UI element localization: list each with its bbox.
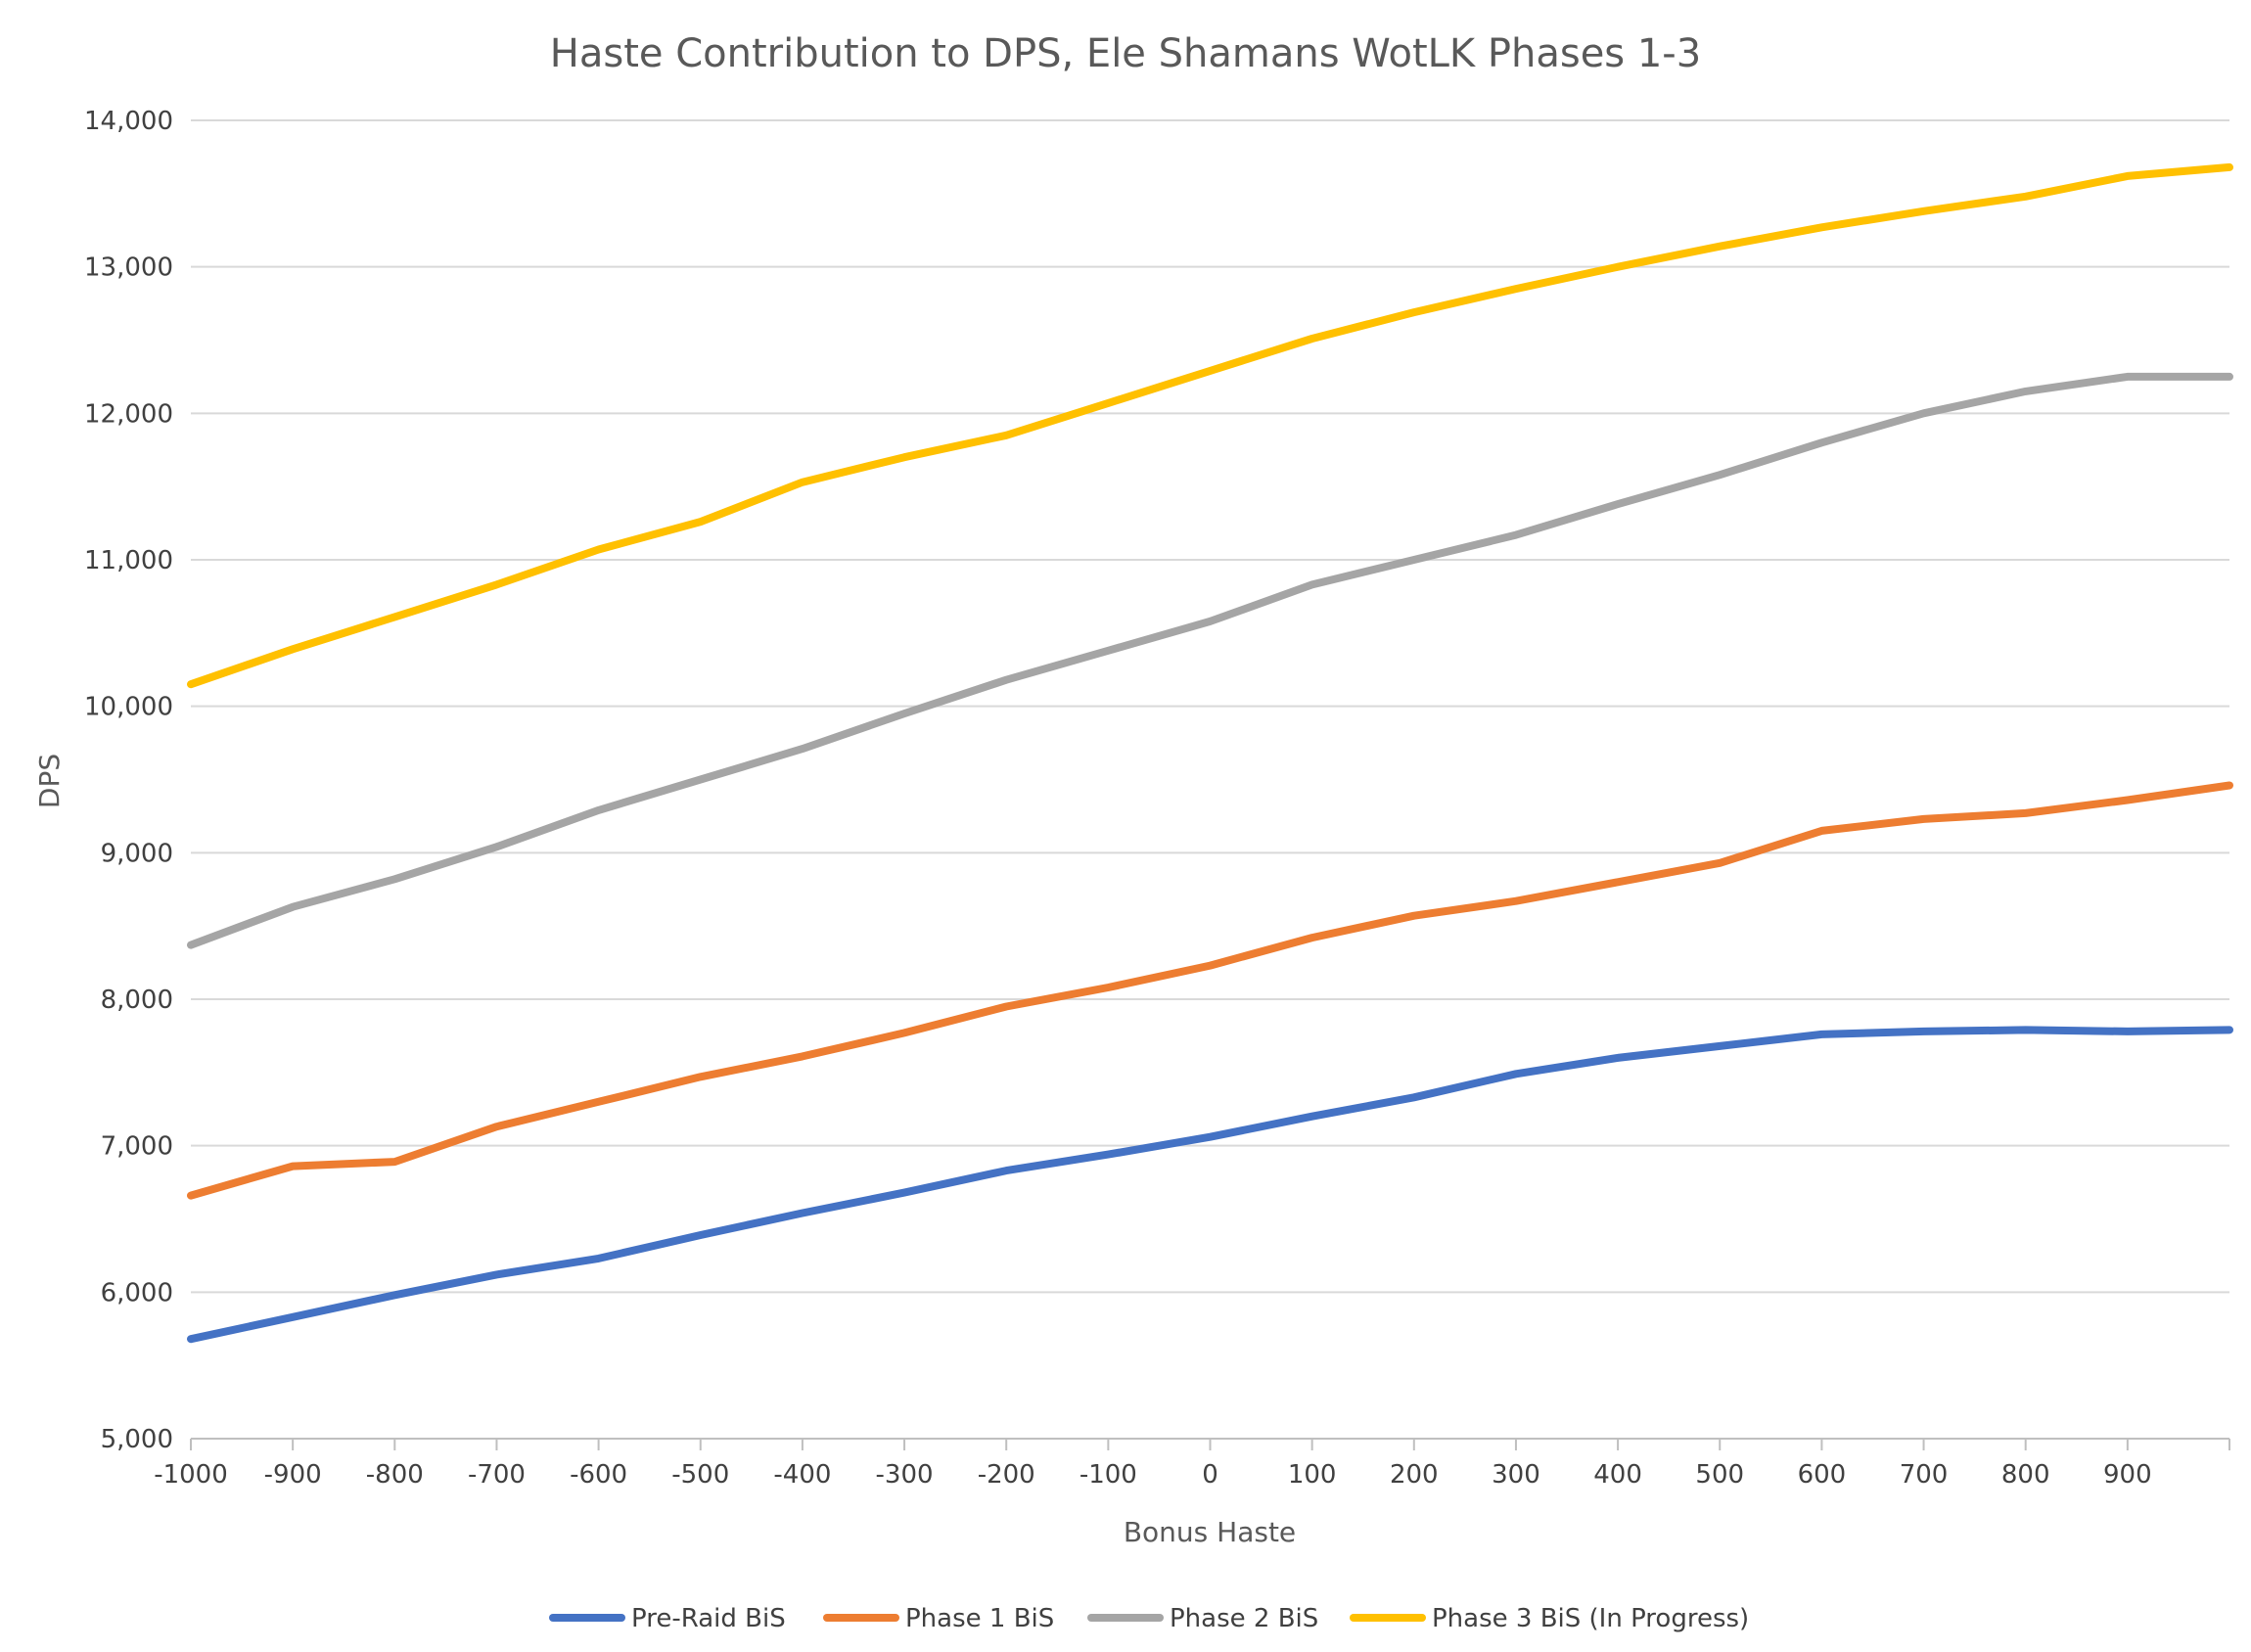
- y-tick-label: 13,000: [84, 253, 173, 283]
- y-axis-tick-labels: 5,000 6,000 7,000 8,000 9,000 10,000 11,000 12,…: [84, 107, 173, 1454]
- y-tick-label: 10,000: [84, 693, 173, 722]
- x-tick-label: -600: [570, 1460, 627, 1490]
- y-tick-label: 7,000: [101, 1132, 173, 1162]
- x-tick-label: 900: [2103, 1460, 2152, 1490]
- x-axis-ticks: [190, 1439, 2230, 1450]
- x-tick-label: -800: [366, 1460, 424, 1490]
- chart-title: Haste Contribution to DPS, Ele Shamans W…: [550, 31, 1701, 76]
- x-tick-label: -700: [468, 1460, 526, 1490]
- legend-label: Phase 2 BiS: [1170, 1604, 1318, 1633]
- y-axis-title: DPS: [33, 754, 66, 808]
- x-tick-label: 600: [1798, 1460, 1847, 1490]
- series-line-2: [187, 781, 2233, 1200]
- x-tick-label: -1000: [154, 1460, 228, 1490]
- legend-label: Phase 1 BiS: [905, 1604, 1054, 1633]
- x-tick-label: 700: [1900, 1460, 1949, 1490]
- x-tick-label: 300: [1492, 1460, 1540, 1490]
- x-axis-tick-labels: -1000 -900 -800 -700 -600 -500 -400 -300 -200 -10…: [154, 1460, 2151, 1490]
- y-tick-label: 6,000: [101, 1278, 173, 1308]
- grid-lines: [191, 119, 2229, 1294]
- x-tick-label: 800: [2001, 1460, 2050, 1490]
- chart-legend: Pre-Raid BiS Phase 1 BiS Phase 2 BiS Phase …: [549, 1604, 1749, 1633]
- x-tick-label: -900: [264, 1460, 322, 1490]
- y-tick-label: 12,000: [84, 399, 173, 429]
- series-line-3: [187, 372, 2233, 949]
- series-lines: [187, 162, 2233, 1344]
- x-tick-label: 100: [1288, 1460, 1337, 1490]
- x-tick-label: -300: [876, 1460, 934, 1490]
- series-line-1: [187, 1026, 2233, 1344]
- x-tick-label: 500: [1695, 1460, 1744, 1490]
- y-tick-label: 14,000: [84, 107, 173, 136]
- x-tick-label: -400: [773, 1460, 831, 1490]
- x-axis-title: Bonus Haste: [1124, 1516, 1296, 1548]
- x-tick-label: 200: [1390, 1460, 1439, 1490]
- legend-label: Phase 3 BiS (In Progress): [1432, 1604, 1749, 1633]
- x-tick-label: -100: [1080, 1460, 1137, 1490]
- series-line-4: [187, 162, 2233, 689]
- y-tick-label: 9,000: [101, 839, 173, 868]
- y-tick-label: 5,000: [101, 1425, 173, 1454]
- x-tick-label: 0: [1202, 1460, 1218, 1490]
- x-tick-label: -200: [978, 1460, 1035, 1490]
- x-tick-label: 400: [1593, 1460, 1642, 1490]
- y-tick-label: 8,000: [101, 986, 173, 1015]
- x-tick-label: -500: [671, 1460, 729, 1490]
- legend-label: Pre-Raid BiS: [631, 1604, 786, 1633]
- y-tick-label: 11,000: [84, 546, 173, 575]
